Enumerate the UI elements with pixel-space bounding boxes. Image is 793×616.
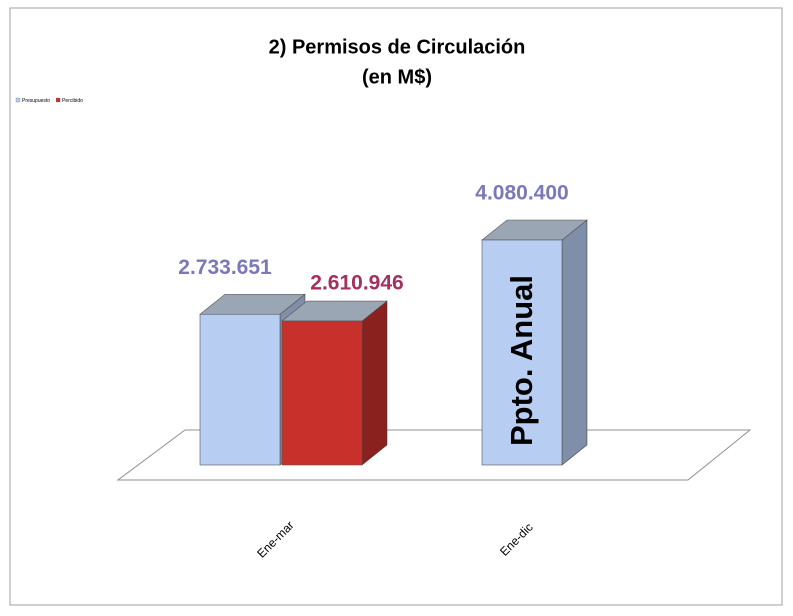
bar xyxy=(281,320,363,466)
legend-swatch xyxy=(55,97,61,103)
chart-border xyxy=(9,7,783,606)
value-label: 2.733.651 xyxy=(178,256,272,279)
chart-title: 2) Permisos de Circulación xyxy=(269,36,526,58)
bar xyxy=(481,239,563,466)
annotation: Ppto. Anual xyxy=(504,275,539,446)
bar xyxy=(199,313,281,466)
bar-side-shade xyxy=(362,301,387,465)
legend-label: Percibido xyxy=(62,98,83,104)
chart-subtitle: (en M$) xyxy=(362,66,432,88)
legend-swatch xyxy=(15,97,21,103)
value-label: 4.080.400 xyxy=(475,182,568,205)
value-label: 2.610.946 xyxy=(310,272,403,295)
legend-label: Presupuesto xyxy=(22,98,50,104)
bar-side-shade xyxy=(562,220,587,465)
